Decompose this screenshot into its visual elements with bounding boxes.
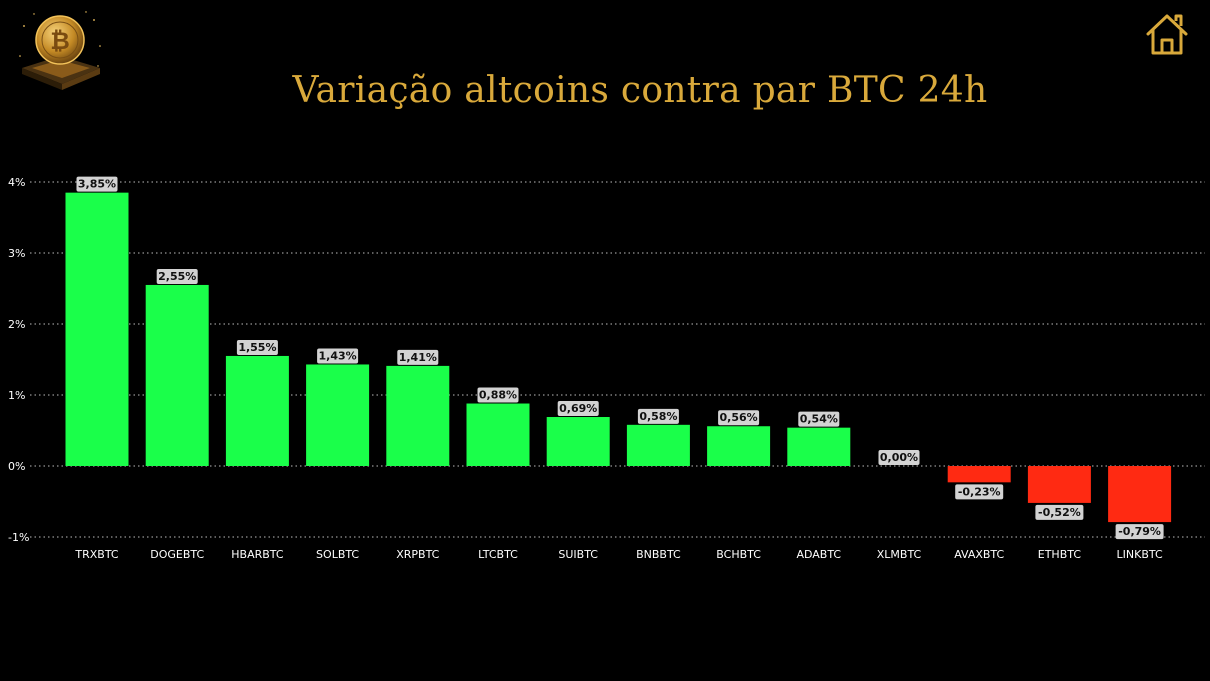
svg-text:3,85%: 3,85% [78, 178, 116, 191]
svg-text:0,88%: 0,88% [479, 389, 517, 402]
x-category-label: BNBBTC [636, 548, 681, 561]
data-label: -0,23% [955, 484, 1004, 500]
y-axis-ticks: 4% 3% 2% 1% 0% -1% [8, 176, 29, 544]
y-tick-label: 2% [8, 318, 25, 331]
data-label: 0,56% [718, 410, 760, 426]
data-label: -0,79% [1115, 524, 1164, 540]
svg-text:0,56%: 0,56% [720, 411, 758, 424]
x-category-label: BCHBTC [716, 548, 761, 561]
x-category-label: LTCBTC [478, 548, 518, 561]
x-category-label: SOLBTC [316, 548, 359, 561]
bar [466, 403, 530, 466]
bar [707, 426, 771, 466]
data-label: 0,88% [477, 387, 519, 403]
bar [626, 424, 690, 466]
data-label: 0,54% [798, 411, 840, 427]
x-category-label: HBARBTC [231, 548, 284, 561]
bar [65, 192, 129, 466]
home-icon[interactable] [1144, 12, 1190, 56]
bars [65, 192, 1172, 523]
data-label: 0,00% [878, 450, 920, 465]
bar [546, 417, 610, 466]
data-label: 0,58% [637, 408, 679, 424]
data-label: 0,69% [557, 401, 599, 417]
svg-text:-0,79%: -0,79% [1118, 525, 1161, 538]
data-labels: 3,85% 2,55% 1,55% 1,43% 1,41% 0,88% 0,69% 0,58%… [76, 176, 1164, 540]
y-tick-label: 1% [8, 389, 25, 402]
bar [225, 355, 289, 466]
y-tick-label: 3% [8, 247, 25, 260]
svg-text:1,41%: 1,41% [399, 351, 437, 364]
data-label: 1,55% [236, 339, 278, 355]
svg-text:-0,23%: -0,23% [958, 485, 1001, 498]
bar [306, 364, 370, 466]
x-category-label: ETHBTC [1038, 548, 1082, 561]
data-label: 1,43% [317, 348, 359, 364]
svg-text:₿: ₿ [50, 27, 70, 55]
data-label: -0,52% [1035, 504, 1084, 520]
svg-text:2,55%: 2,55% [158, 270, 196, 283]
svg-text:1,43%: 1,43% [319, 349, 357, 362]
bar [1027, 466, 1091, 503]
svg-text:0,54%: 0,54% [800, 413, 838, 426]
x-category-label: XLMBTC [877, 548, 922, 561]
bar [1108, 466, 1172, 523]
x-category-label: ADABTC [796, 548, 841, 561]
bitcoin-coin-logo: ₿ [19, 11, 101, 90]
x-category-label: DOGEBTC [150, 548, 204, 561]
svg-text:-0,52%: -0,52% [1038, 506, 1081, 519]
x-category-label: TRXBTC [74, 548, 119, 561]
x-category-label: LINKBTC [1117, 548, 1163, 561]
svg-text:1,55%: 1,55% [238, 341, 276, 354]
svg-text:0,00%: 0,00% [880, 451, 918, 464]
x-category-label: XRPBTC [396, 548, 439, 561]
y-tick-label: 4% [8, 176, 25, 189]
svg-text:0,69%: 0,69% [559, 402, 597, 415]
data-label: 2,55% [156, 268, 198, 284]
x-category-label: AVAXBTC [954, 548, 1004, 561]
x-axis-categories: TRXBTC DOGEBTC HBARBTC SOLBTC XRPBTC LTCBTC SU… [74, 548, 1163, 561]
chart-title: Variação altcoins contra par BTC 24h [292, 70, 988, 111]
bar [386, 365, 450, 466]
bar [947, 466, 1011, 483]
svg-text:0,58%: 0,58% [639, 410, 677, 423]
data-label: 1,41% [397, 349, 439, 365]
y-tick-label: 0% [8, 460, 25, 473]
bar [787, 427, 851, 466]
x-category-label: SUIBTC [558, 548, 598, 561]
bar [145, 284, 209, 466]
data-label: 3,85% [76, 176, 118, 192]
y-tick-label: -1% [8, 531, 29, 544]
